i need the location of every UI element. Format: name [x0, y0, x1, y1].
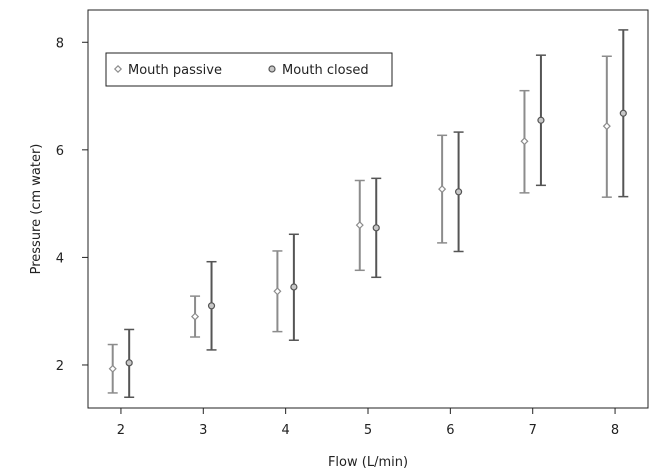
- mouth-passive-marker: [602, 122, 611, 131]
- mouth-closed-marker: [372, 224, 380, 232]
- mouth-passive-point: [354, 179, 365, 272]
- mouth-closed-marker: [290, 283, 298, 291]
- y-tick-label: 4: [56, 251, 64, 266]
- legend: Mouth passive Mouth closed: [105, 52, 393, 87]
- y-tick-label: 6: [56, 144, 64, 159]
- y-tick-label: 8: [56, 36, 64, 51]
- mouth-passive-point: [272, 250, 283, 333]
- y-axis-title: Pressure (cm water): [29, 144, 44, 275]
- x-tick-label: 5: [364, 423, 372, 438]
- x-tick-label: 8: [611, 423, 619, 438]
- mouth-closed-point: [371, 177, 382, 279]
- mouth-passive-marker: [438, 185, 447, 194]
- mouth-closed-point: [124, 328, 135, 398]
- legend-box: [105, 52, 393, 87]
- mouth-closed-point: [453, 131, 464, 253]
- mouth-closed-marker: [207, 302, 216, 310]
- mouth-passive-point: [519, 89, 530, 194]
- y-tick-label: 2: [56, 359, 64, 374]
- x-tick-label: 7: [529, 423, 537, 438]
- legend-mouth-closed-label: Mouth closed: [282, 63, 369, 78]
- mouth-passive-point: [107, 343, 118, 394]
- mouth-closed-point: [618, 29, 629, 198]
- mouth-closed-point: [535, 54, 546, 187]
- mouth-passive-marker: [273, 287, 282, 296]
- data-marks: [107, 29, 629, 398]
- mouth-closed-marker: [454, 188, 463, 196]
- mouth-closed-point: [206, 260, 217, 351]
- legend-mouth-passive-label: Mouth passive: [128, 63, 222, 78]
- legend-mouth-closed-marker: [268, 65, 276, 73]
- legend-mouth-passive-marker: [113, 64, 123, 74]
- mouth-passive-marker: [520, 137, 529, 146]
- y-axis-ticks: 2 4 6 8: [56, 36, 88, 374]
- x-tick-label: 6: [446, 423, 454, 438]
- mouth-passive-marker: [191, 312, 200, 321]
- x-tick-label: 3: [199, 423, 207, 438]
- mouth-passive-point: [437, 134, 448, 244]
- mouth-passive-marker: [108, 364, 117, 373]
- x-tick-label: 2: [117, 423, 125, 438]
- x-axis-title: Flow (L/min): [328, 455, 408, 470]
- x-axis-ticks: 2 3 4 5 6 7 8: [117, 408, 619, 438]
- mouth-passive-point: [601, 55, 612, 198]
- mouth-passive-marker: [355, 221, 364, 230]
- mouth-closed-marker: [125, 359, 133, 367]
- mouth-passive-point: [190, 295, 201, 338]
- x-tick-label: 4: [282, 423, 290, 438]
- mouth-closed-point: [288, 233, 299, 341]
- mouth-closed-marker: [537, 116, 545, 124]
- mouth-closed-marker: [619, 109, 627, 117]
